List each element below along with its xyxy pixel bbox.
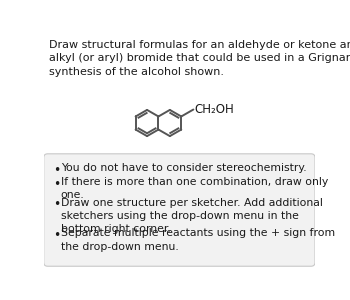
Text: You do not have to consider stereochemistry.: You do not have to consider stereochemis…: [61, 163, 307, 173]
Text: If there is more than one combination, draw only
one.: If there is more than one combination, d…: [61, 177, 328, 200]
FancyBboxPatch shape: [44, 154, 315, 266]
Text: •: •: [53, 229, 61, 242]
Text: Draw structural formulas for an aldehyde or ketone and
alkyl (or aryl) bromide t: Draw structural formulas for an aldehyde…: [49, 40, 350, 77]
Text: •: •: [53, 199, 61, 212]
Text: Draw one structure per sketcher. Add additional
sketchers using the drop-down me: Draw one structure per sketcher. Add add…: [61, 198, 323, 234]
Text: CH₂OH: CH₂OH: [195, 103, 234, 116]
Text: Separate multiple reactants using the + sign from
the drop-down menu.: Separate multiple reactants using the + …: [61, 229, 335, 252]
Text: •: •: [53, 164, 61, 177]
Text: •: •: [53, 178, 61, 191]
